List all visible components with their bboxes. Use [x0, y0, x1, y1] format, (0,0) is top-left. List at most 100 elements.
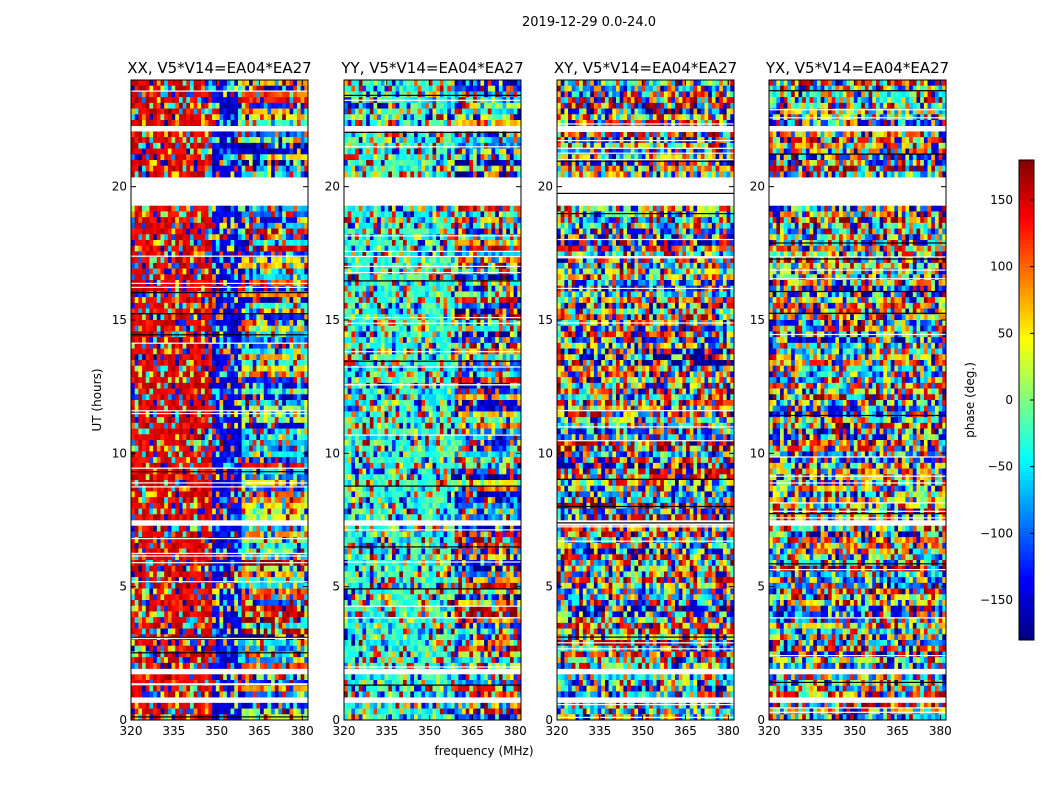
heatmap-cell	[293, 320, 298, 327]
heatmap-cell	[142, 165, 147, 172]
heatmap-cell	[263, 582, 268, 589]
heatmap-cell	[245, 154, 250, 161]
heatmap-cell	[282, 234, 287, 241]
heatmap-cell	[182, 114, 187, 121]
heatmap-cell	[256, 474, 261, 481]
heatmap-cell	[197, 582, 202, 589]
heatmap-cell	[296, 137, 301, 144]
flag-stripe	[131, 282, 308, 284]
heatmap-cell	[285, 262, 290, 269]
heatmap-cell	[171, 445, 176, 452]
heatmap-cell	[256, 702, 261, 709]
heatmap-cell	[282, 160, 287, 167]
heatmap-cell	[149, 674, 154, 681]
heatmap-cell	[289, 371, 294, 378]
heatmap-cell	[149, 371, 154, 378]
heatmap-cell	[304, 120, 309, 127]
heatmap-cell	[282, 137, 287, 144]
heatmap-cell	[249, 308, 253, 315]
heatmap-cell	[131, 645, 135, 652]
heatmap-cell	[167, 240, 172, 247]
heatmap-cell	[249, 91, 253, 98]
heatmap-cell	[296, 97, 301, 104]
heatmap-cell	[282, 142, 287, 149]
heatmap-cell	[219, 617, 224, 624]
heatmap-cell	[131, 680, 135, 687]
heatmap-cell	[256, 497, 261, 504]
heatmap-cell	[171, 485, 176, 492]
heatmap-cell	[204, 554, 209, 561]
heatmap-cell	[234, 365, 239, 372]
heatmap-cell	[178, 171, 183, 178]
heatmap-cell	[226, 514, 231, 521]
heatmap-cell	[260, 651, 265, 658]
heatmap-cell	[267, 400, 272, 407]
heatmap-cell	[145, 502, 150, 509]
heatmap-cell	[153, 428, 158, 435]
heatmap-cell	[304, 491, 309, 498]
heatmap-cell	[226, 102, 231, 109]
heatmap-cell	[278, 405, 283, 412]
heatmap-cell	[274, 388, 279, 395]
heatmap-cell	[289, 222, 294, 229]
heatmap-cell	[278, 154, 283, 161]
heatmap-cell	[204, 422, 209, 429]
heatmap-cell	[153, 97, 158, 104]
heatmap-cell	[175, 108, 180, 115]
heatmap-cell	[256, 371, 261, 378]
heatmap-cell	[237, 234, 242, 241]
heatmap-cell	[178, 114, 183, 121]
heatmap-cell	[142, 457, 147, 464]
heatmap-cell	[223, 97, 228, 104]
heatmap-cell	[138, 702, 143, 709]
heatmap-cell	[131, 148, 135, 155]
heatmap-cell	[145, 120, 150, 127]
heatmap-cell	[186, 702, 191, 709]
heatmap-cell	[178, 622, 183, 629]
heatmap-cell	[138, 491, 143, 498]
heatmap-cell	[289, 360, 294, 367]
heatmap-cell	[208, 97, 213, 104]
heatmap-cell	[167, 554, 172, 561]
heatmap-cell	[164, 268, 169, 275]
heatmap-cell	[271, 160, 276, 167]
heatmap-cell	[282, 102, 287, 109]
heatmap-cell	[260, 702, 265, 709]
heatmap-cell	[245, 657, 250, 664]
heatmap-cell	[164, 411, 169, 418]
heatmap-cell	[201, 137, 206, 144]
heatmap-cell	[249, 108, 253, 115]
heatmap-cell	[293, 205, 298, 212]
x-tick-label: 320	[120, 724, 143, 738]
heatmap-cell	[208, 337, 213, 344]
heatmap-cell	[182, 548, 187, 555]
heatmap-cell	[271, 342, 276, 349]
heatmap-cell	[304, 565, 309, 572]
heatmap-cell	[138, 325, 143, 332]
heatmap-cell	[260, 645, 265, 652]
heatmap-cell	[300, 577, 305, 584]
heatmap-cell	[282, 605, 287, 612]
heatmap-cell	[142, 388, 147, 395]
heatmap-cell	[282, 97, 287, 104]
heatmap-cell	[145, 565, 150, 572]
heatmap-cell	[186, 171, 191, 178]
heatmap-cell	[190, 434, 194, 441]
heatmap-cell	[142, 211, 147, 218]
heatmap-cell	[149, 685, 154, 692]
heatmap-cell	[304, 228, 309, 235]
heatmap-cell	[178, 148, 183, 155]
heatmap-cell	[215, 422, 220, 429]
heatmap-cell	[145, 308, 150, 315]
heatmap-cell	[271, 497, 276, 504]
heatmap-cell	[208, 148, 213, 155]
heatmap-cell	[201, 588, 206, 595]
heatmap-cell	[256, 348, 261, 355]
heatmap-cell	[252, 531, 257, 538]
heatmap-cell	[256, 657, 261, 664]
heatmap-cell	[285, 234, 290, 241]
heatmap-cell	[167, 708, 172, 715]
heatmap-cell	[282, 285, 287, 292]
heatmap-cell	[249, 708, 253, 715]
heatmap-cell	[278, 291, 283, 298]
